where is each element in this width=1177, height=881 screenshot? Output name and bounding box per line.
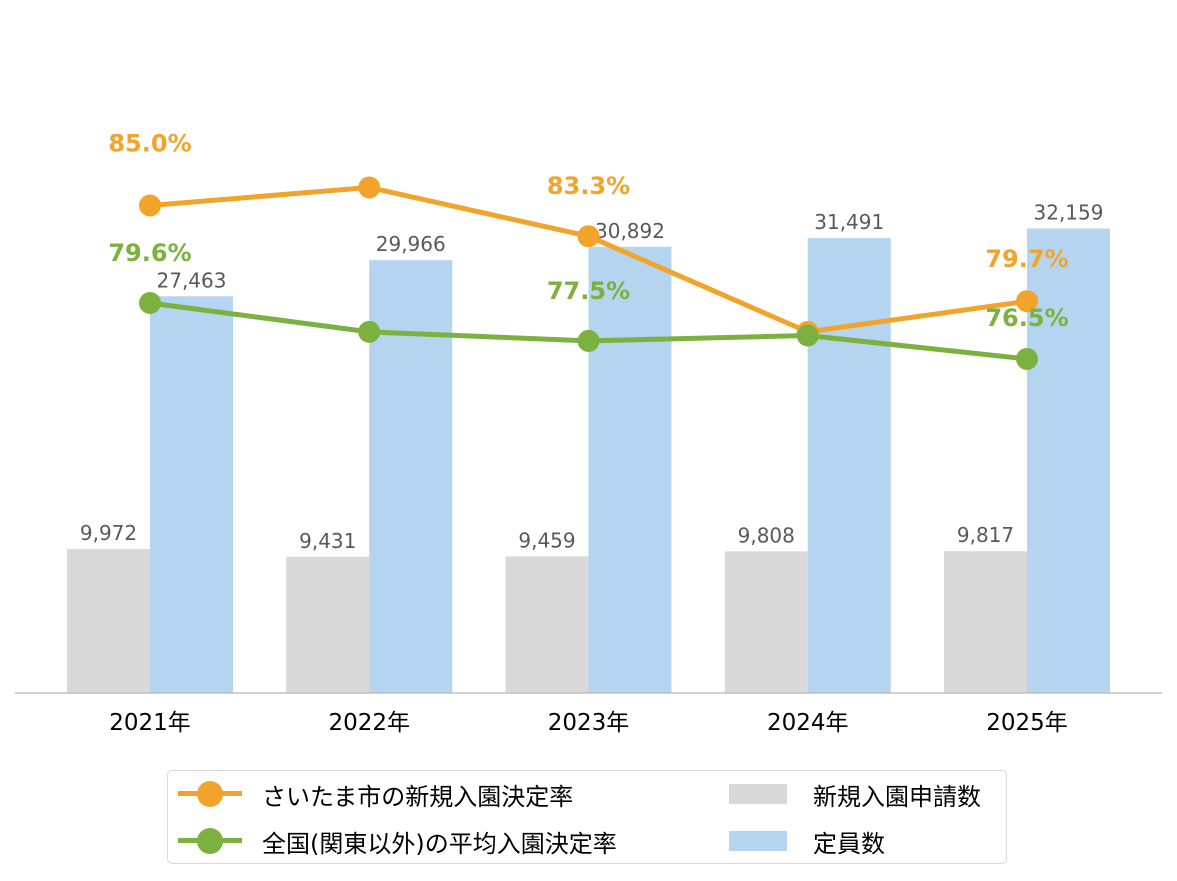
line-value-label-national: 77.5% (547, 277, 630, 305)
bar-capacity (150, 296, 233, 693)
legend-marker-national (197, 828, 223, 854)
data-point-saitama (139, 194, 161, 217)
x-tick-label: 2022年 (328, 710, 410, 736)
x-tick-label: 2021年 (109, 710, 191, 736)
x-tick-label: 2023年 (548, 710, 630, 736)
legend-item-saitama-rate: さいたま市の新規入園決定率 (178, 779, 574, 811)
line-value-label-saitama: 85.0% (108, 130, 191, 158)
bar-value-label-capacity: 27,463 (157, 268, 227, 292)
bar-capacity (369, 260, 453, 693)
data-point-saitama (1016, 290, 1038, 313)
bar-applications (67, 548, 150, 693)
legend-label-national-rate: 全国(関東以外)の平均入園決定率 (262, 829, 617, 858)
line-value-label-national: 79.6% (108, 239, 191, 267)
bar-value-label-capacity: 29,966 (376, 232, 446, 256)
line-value-label-saitama: 83.3% (547, 172, 630, 200)
data-point-national (796, 324, 819, 347)
data-point-national (358, 320, 381, 343)
bar-value-label-capacity: 32,159 (1034, 200, 1104, 224)
legend-item-applications: 新規入園申請数 (729, 779, 981, 811)
bar-applications (505, 556, 589, 693)
legend-marker-saitama (197, 781, 223, 807)
bar-value-label-applications: 9,817 (957, 523, 1014, 547)
data-point-saitama (577, 225, 600, 248)
bar-value-label-applications: 9,972 (80, 521, 137, 545)
legend-label-saitama-rate: さいたま市の新規入園決定率 (262, 782, 574, 811)
legend-swatch-national-rate (178, 826, 242, 856)
x-tick-label: 2024年 (767, 710, 849, 736)
data-point-saitama (358, 176, 381, 199)
bar-value-label-capacity: 31,491 (814, 210, 884, 234)
data-point-national (577, 329, 600, 352)
bar-value-label-capacity: 30,892 (595, 219, 665, 243)
bar-applications (286, 556, 370, 693)
data-point-national (1016, 347, 1038, 370)
data-point-national (139, 292, 161, 314)
legend-swatch-applications (729, 784, 787, 804)
bar-capacity (807, 238, 891, 693)
legend-swatch-saitama-rate (178, 779, 242, 809)
bar-value-label-applications: 9,808 (738, 523, 795, 547)
legend-label-applications: 新規入園申請数 (813, 782, 981, 811)
line-value-label-saitama: 79.7% (985, 245, 1068, 273)
x-tick-label: 2025年 (986, 710, 1068, 736)
bar-value-label-applications: 9,431 (299, 529, 356, 553)
legend-item-national-rate: 全国(関東以外)の平均入園決定率 (178, 826, 617, 858)
bar-capacity (588, 246, 672, 693)
legend-item-capacity: 定員数 (729, 826, 885, 858)
legend-label-capacity: 定員数 (813, 829, 885, 858)
bar-capacity (1027, 228, 1110, 693)
combo-chart: 9,972 9,431 9,459 9,808 9,817 27,463 29,966 30,… (15, 130, 1162, 736)
line-value-label-national: 76.5% (985, 304, 1068, 332)
bar-applications (944, 551, 1027, 693)
legend-swatch-capacity (729, 831, 787, 851)
bar-value-label-applications: 9,459 (518, 528, 575, 552)
chart-legend: さいたま市の新規入園決定率 全国(関東以外)の平均入園決定率 新規入園申請数 定… (167, 770, 1007, 864)
bar-applications (724, 551, 808, 693)
